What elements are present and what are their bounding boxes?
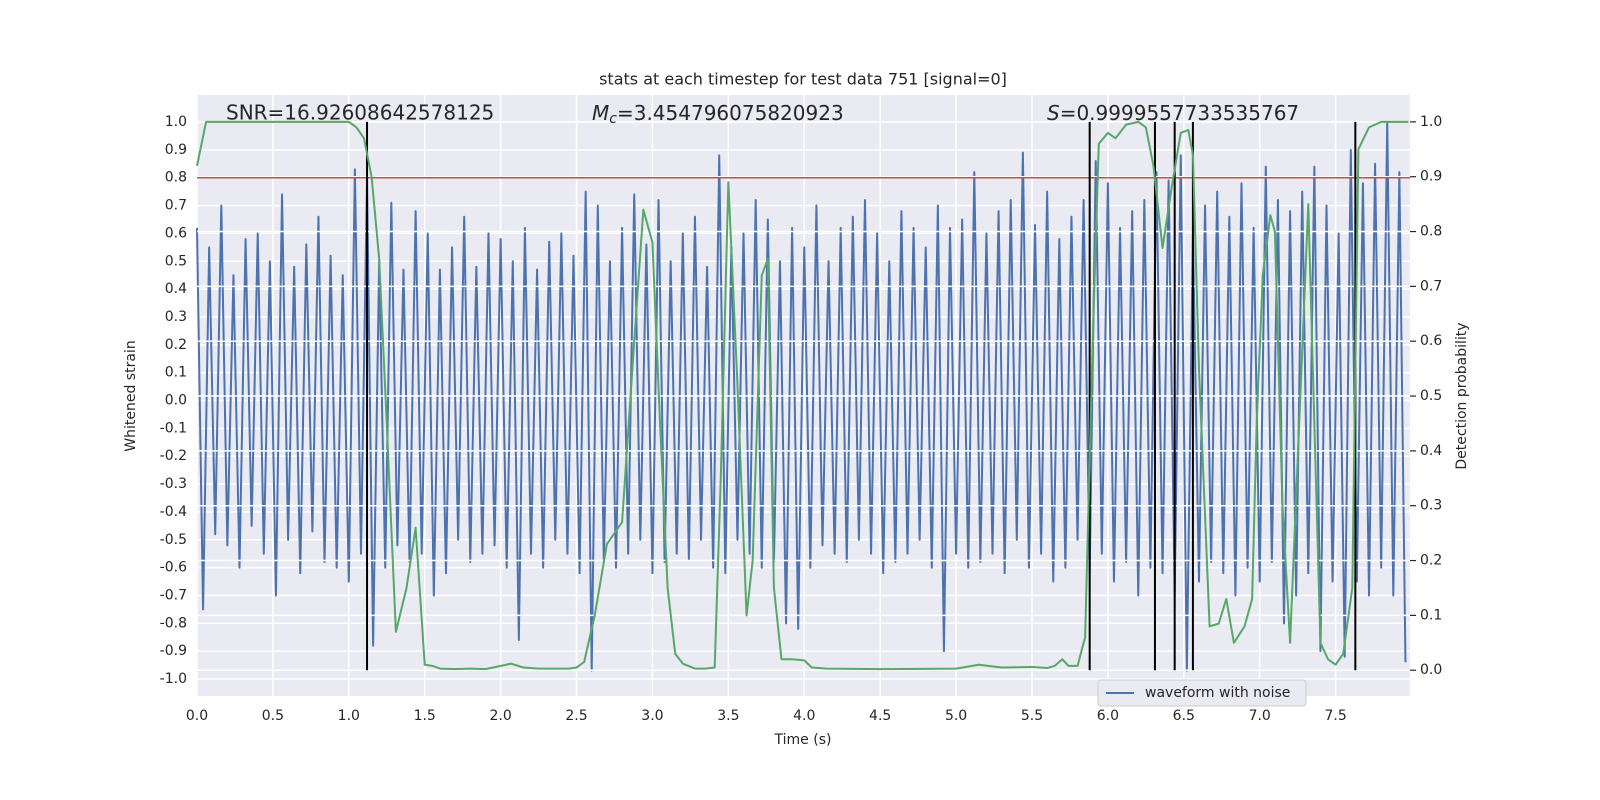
- y2-tick-label: 0.7: [1420, 278, 1442, 294]
- y2-tick-label: 0.9: [1420, 169, 1442, 185]
- y-axis-label: Whitened strain: [123, 340, 139, 451]
- annotation: SNR=16.92608642578125: [226, 101, 494, 125]
- x-tick-label: 5.0: [945, 708, 967, 724]
- x-tick-label: 1.0: [338, 708, 360, 724]
- annotation: Mc=3.454796075820923: [592, 101, 844, 128]
- annotation-text: =0.9999557733535767: [1060, 101, 1299, 125]
- x-tick-label: 4.5: [869, 708, 891, 724]
- y2-tick-label: 0.5: [1420, 388, 1442, 404]
- annotation-subscript: c: [609, 111, 617, 127]
- y2-axis-label: Detection probability: [1454, 322, 1470, 469]
- y2-tick-label: 0.2: [1420, 553, 1442, 569]
- x-tick-label: 2.5: [565, 708, 587, 724]
- y-tick-label: -0.8: [160, 615, 187, 631]
- y-tick-label: 0.6: [165, 225, 187, 241]
- y-tick-label: 0.1: [165, 365, 187, 381]
- y-tick-label: -1.0: [160, 671, 187, 687]
- overlay: [196, 120, 1410, 671]
- y2-tick-label: 0.0: [1420, 662, 1442, 678]
- legend-box: [1097, 679, 1307, 707]
- y-tick-label: 0.2: [165, 337, 187, 353]
- y-tick-label: -0.7: [160, 587, 187, 603]
- annotation-symbol: S: [1047, 101, 1060, 125]
- legend: waveform with noise: [1097, 679, 1307, 707]
- y-tick-label: -0.2: [160, 448, 187, 464]
- y-tick-label: 0.5: [165, 253, 187, 269]
- y2-tick-label: 0.8: [1420, 224, 1442, 240]
- x-tick-label: 7.0: [1249, 708, 1271, 724]
- y-tick-label: -0.4: [160, 504, 187, 520]
- y-tick-label: -0.5: [160, 532, 187, 548]
- y-tick-label: 0.7: [165, 198, 187, 214]
- y-tick-label: -0.6: [160, 560, 187, 576]
- x-tick-label: 1.5: [414, 708, 436, 724]
- y2-tick-label: 0.6: [1420, 333, 1442, 349]
- x-axis-label: Time (s): [774, 732, 832, 748]
- y-tick-label: 0.3: [165, 309, 187, 325]
- y2-tick-label: 0.3: [1420, 498, 1442, 514]
- x-tick-label: 7.5: [1324, 708, 1346, 724]
- probability-line: [196, 120, 1409, 671]
- x-tick-label: 6.0: [1097, 708, 1119, 724]
- x-tick-label: 0.0: [186, 708, 208, 724]
- y-tick-label: 1.0: [165, 114, 187, 130]
- y-tick-label: 0.4: [165, 281, 187, 297]
- y-tick-label: -0.1: [160, 420, 187, 436]
- y-tick-label: -0.3: [160, 476, 187, 492]
- annotation-text: =3.454796075820923: [617, 101, 844, 125]
- y-tick-label: -0.9: [160, 643, 187, 659]
- y2-tick-label: 0.4: [1420, 443, 1442, 459]
- y-tick-label: 0.0: [165, 393, 187, 409]
- x-tick-label: 3.0: [641, 708, 663, 724]
- chart-title: stats at each timestep for test data 751…: [599, 70, 1007, 89]
- marks: [196, 121, 1407, 672]
- grid-right: [197, 121, 1410, 671]
- waveform-line: [196, 121, 1407, 672]
- x-tick-label: 2.0: [489, 708, 511, 724]
- annotation-symbol: M: [592, 101, 609, 125]
- x-tick-label: 0.5: [262, 708, 284, 724]
- y2-tick-label: 0.1: [1420, 607, 1442, 623]
- annotation: S=0.9999557733535767: [1047, 101, 1299, 125]
- x-tick-label: 3.5: [717, 708, 739, 724]
- y-tick-label: 0.9: [165, 142, 187, 158]
- legend-label: waveform with noise: [1145, 685, 1290, 701]
- x-tick-label: 6.5: [1173, 708, 1195, 724]
- x-tick-label: 5.5: [1021, 708, 1043, 724]
- y-tick-label: 0.8: [165, 170, 187, 186]
- y2-tick-label: 1.0: [1420, 114, 1442, 130]
- x-tick-label: 4.0: [793, 708, 815, 724]
